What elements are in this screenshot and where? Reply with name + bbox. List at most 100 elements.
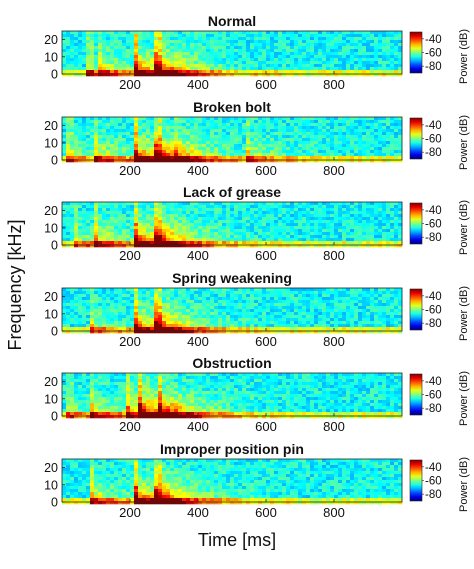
heatmap-cell xyxy=(158,144,162,147)
heatmap-cell xyxy=(154,120,158,123)
heatmap-cell xyxy=(274,312,278,315)
heatmap-cell xyxy=(190,294,194,297)
heatmap-cell xyxy=(66,217,70,220)
heatmap-cell xyxy=(374,55,378,58)
heatmap-cell xyxy=(66,327,70,330)
heatmap-cell xyxy=(306,303,310,306)
heatmap-cell xyxy=(166,153,170,156)
heatmap-cell xyxy=(278,73,282,76)
heatmap-cell xyxy=(294,37,298,40)
heatmap-cell xyxy=(346,132,350,135)
heatmap-cell xyxy=(110,49,114,52)
heatmap-cell xyxy=(278,31,282,34)
heatmap-cell xyxy=(274,208,278,211)
heatmap-cell xyxy=(62,324,66,327)
heatmap-cell xyxy=(346,135,350,138)
heatmap-cell xyxy=(162,330,166,333)
heatmap-cell xyxy=(294,126,298,129)
heatmap-cell xyxy=(130,303,134,306)
x-tick-label: 200 xyxy=(119,248,141,263)
heatmap-cell xyxy=(110,208,114,211)
heatmap-cell xyxy=(170,61,174,64)
heatmap-cell xyxy=(230,132,234,135)
heatmap-cell xyxy=(126,129,130,132)
heatmap-cell xyxy=(350,132,354,135)
heatmap-cell xyxy=(306,220,310,223)
heatmap-cell xyxy=(162,123,166,126)
heatmap-cell xyxy=(338,132,342,135)
heatmap-cell xyxy=(282,141,286,144)
heatmap-cell xyxy=(230,294,234,297)
heatmap-cell xyxy=(394,226,398,229)
heatmap-cell xyxy=(366,37,370,40)
heatmap-cell xyxy=(150,244,154,247)
heatmap-cell xyxy=(166,70,170,73)
heatmap-cell xyxy=(182,141,186,144)
heatmap-cell xyxy=(278,324,282,327)
heatmap-cell xyxy=(362,235,366,238)
heatmap-cell xyxy=(362,117,366,120)
heatmap-cell xyxy=(146,300,150,303)
heatmap-cell xyxy=(130,37,134,40)
colorbar xyxy=(410,118,422,159)
heatmap-cell xyxy=(130,235,134,238)
heatmap-cell xyxy=(338,67,342,70)
heatmap-cell xyxy=(226,202,230,205)
heatmap-cell xyxy=(74,49,78,52)
heatmap-cell xyxy=(338,129,342,132)
heatmap-cell xyxy=(306,211,310,214)
heatmap-cell xyxy=(254,241,258,244)
heatmap-cell xyxy=(254,324,258,327)
heatmap-cell xyxy=(338,117,342,120)
heatmap-cell xyxy=(302,291,306,294)
heatmap-cell xyxy=(350,159,354,162)
heatmap-cell xyxy=(98,153,102,156)
heatmap-cell xyxy=(250,67,254,70)
heatmap-cell xyxy=(266,214,270,217)
heatmap-cell xyxy=(102,31,106,34)
heatmap-cell xyxy=(258,159,262,162)
heatmap-cell xyxy=(62,49,66,52)
heatmap-cell xyxy=(78,223,82,226)
heatmap-cell xyxy=(206,37,210,40)
heatmap-cell xyxy=(250,324,254,327)
heatmap-cell xyxy=(274,315,278,318)
heatmap-cell xyxy=(206,135,210,138)
heatmap-cell xyxy=(186,235,190,238)
heatmap-cell xyxy=(122,306,126,309)
heatmap-cell xyxy=(262,153,266,156)
heatmap-cell xyxy=(154,324,158,327)
heatmap-cell xyxy=(154,202,158,205)
heatmap-cell xyxy=(70,309,74,312)
heatmap-cell xyxy=(318,144,322,147)
heatmap-cell xyxy=(94,244,98,247)
heatmap-cell xyxy=(274,123,278,126)
heatmap-cell xyxy=(126,232,130,235)
heatmap-cell xyxy=(230,147,234,150)
heatmap-cell xyxy=(142,294,146,297)
heatmap-cell xyxy=(198,205,202,208)
heatmap-cell xyxy=(70,220,74,223)
heatmap-cell xyxy=(90,202,94,205)
heatmap-cell xyxy=(142,217,146,220)
heatmap-cell xyxy=(238,120,242,123)
heatmap-cell xyxy=(346,238,350,241)
heatmap-cell xyxy=(134,64,138,67)
heatmap-cell xyxy=(338,159,342,162)
heatmap-cell xyxy=(214,73,218,76)
heatmap-cell xyxy=(154,309,158,312)
heatmap-cell xyxy=(210,58,214,61)
heatmap-cell xyxy=(90,294,94,297)
heatmap-cell xyxy=(270,64,274,67)
heatmap-cell xyxy=(298,120,302,123)
heatmap-cell xyxy=(142,303,146,306)
heatmap-cell xyxy=(298,202,302,205)
heatmap-cell xyxy=(82,315,86,318)
heatmap-cell xyxy=(350,205,354,208)
heatmap-cell xyxy=(170,324,174,327)
heatmap-cell xyxy=(382,49,386,52)
heatmap-cell xyxy=(206,205,210,208)
heatmap-cell xyxy=(246,147,250,150)
heatmap-cell xyxy=(182,217,186,220)
heatmap-cell xyxy=(126,297,130,300)
